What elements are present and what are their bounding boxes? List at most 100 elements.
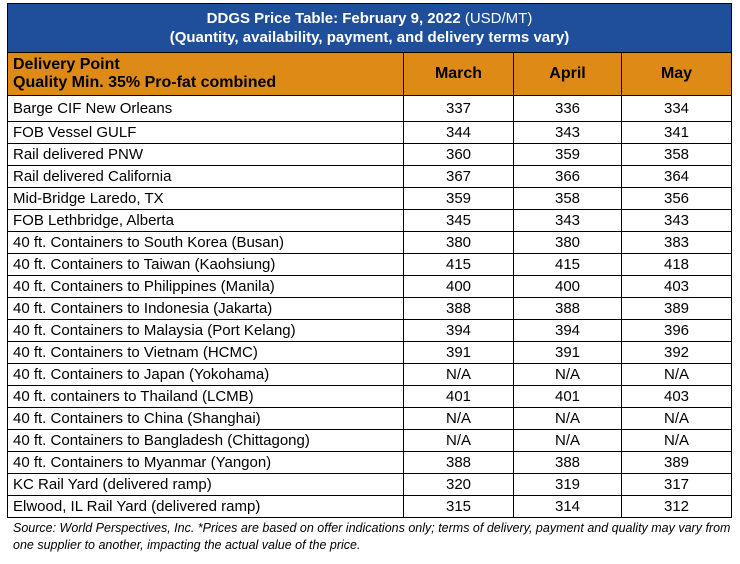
source-note: Source: World Perspectives, Inc. *Prices… — [13, 521, 731, 552]
may-price-cell: 389 — [620, 297, 733, 320]
delivery-point-cell: 40 ft. Containers to Myanmar (Yangon) — [7, 451, 404, 474]
delivery-point-cell: 40 ft. containers to Thailand (LCMB) — [7, 385, 404, 408]
april-price-cell: 415 — [513, 253, 622, 276]
delivery-point-cell: 40 ft. Containers to South Korea (Busan) — [7, 231, 404, 254]
header-quality: Quality Min. 35% Pro-fat combined — [13, 74, 277, 91]
table-row: FOB Vessel GULF 344 343 341 — [7, 121, 733, 144]
march-price-cell: 394 — [403, 319, 514, 342]
table-row: 40 ft. Containers to Vietnam (HCMC) 391 39… — [7, 341, 733, 364]
delivery-point-cell: 40 ft. Containers to Taiwan (Kaohsiung) — [7, 253, 404, 276]
delivery-point-cell: 40 ft. Containers to Philippines (Manila… — [7, 275, 404, 298]
delivery-point-cell: Barge CIF New Orleans — [7, 95, 404, 122]
may-price-cell: 383 — [620, 231, 733, 254]
april-price-cell: 358 — [513, 187, 622, 210]
march-price-cell: 388 — [403, 451, 514, 474]
may-price-cell: 403 — [620, 385, 733, 408]
march-price-cell: 415 — [403, 253, 514, 276]
march-price-cell: 359 — [403, 187, 514, 210]
table-row: 40 ft. Containers to Malaysia (Port Kela… — [7, 319, 733, 342]
may-price-cell: 317 — [620, 473, 733, 496]
april-price-cell: 366 — [513, 165, 622, 188]
title-row: DDGS Price Table: February 9, 2022 (USD/… — [6, 3, 733, 53]
april-price-cell: 394 — [513, 319, 622, 342]
march-price-cell: N/A — [403, 407, 514, 430]
march-price-cell: 344 — [403, 121, 514, 144]
column-header-delivery-point: Delivery Point Quality Min. 35% Pro-fat … — [7, 52, 404, 96]
may-price-cell: N/A — [620, 363, 733, 386]
march-price-cell: 360 — [403, 143, 514, 166]
march-price-cell: 345 — [403, 209, 514, 232]
table-row: KC Rail Yard (delivered ramp) 320 319 317 — [7, 473, 733, 496]
april-price-cell: 314 — [513, 495, 622, 518]
may-price-cell: 364 — [620, 165, 733, 188]
april-price-cell: 343 — [513, 121, 622, 144]
march-price-cell: N/A — [403, 429, 514, 452]
table-row: Elwood, IL Rail Yard (delivered ramp) 315… — [7, 495, 733, 518]
table-row: 40 ft. Containers to Japan (Yokohama) N/A… — [7, 363, 733, 386]
price-table-container: DDGS Price Table: February 9, 2022 (USD/… — [6, 3, 733, 554]
table-row: Barge CIF New Orleans 337 336 334 — [7, 95, 733, 122]
april-price-cell: 388 — [513, 451, 622, 474]
march-price-cell: 337 — [403, 95, 514, 122]
table-row: 40 ft. Containers to Taiwan (Kaohsiung) 4… — [7, 253, 733, 276]
delivery-point-cell: FOB Vessel GULF — [7, 121, 404, 144]
table-row: 40 ft. Containers to China (Shanghai) N/A… — [7, 407, 733, 430]
header-row: Delivery Point Quality Min. 35% Pro-fat … — [7, 52, 733, 96]
column-header-may: May — [620, 52, 733, 96]
march-price-cell: 391 — [403, 341, 514, 364]
april-price-cell: 336 — [513, 95, 622, 122]
march-price-cell: 380 — [403, 231, 514, 254]
april-price-cell: N/A — [513, 407, 622, 430]
table-row: 40 ft. Containers to Myanmar (Yangon) 388… — [7, 451, 733, 474]
april-price-cell: 401 — [513, 385, 622, 408]
delivery-point-cell: FOB Lethbridge, Alberta — [7, 209, 404, 232]
delivery-point-cell: 40 ft. Containers to China (Shanghai) — [7, 407, 404, 430]
delivery-point-cell: KC Rail Yard (delivered ramp) — [7, 473, 404, 496]
delivery-point-cell: 40 ft. Containers to Bangladesh (Chittag… — [7, 429, 404, 452]
march-price-cell: N/A — [403, 363, 514, 386]
delivery-point-cell: Rail delivered PNW — [7, 143, 404, 166]
may-price-cell: 334 — [620, 95, 733, 122]
table-row: Mid-Bridge Laredo, TX 359 358 356 — [7, 187, 733, 210]
table-row: 40 ft. Containers to Indonesia (Jakarta)… — [7, 297, 733, 320]
header-delivery-point: Delivery Point — [13, 56, 120, 73]
table-row: 40 ft. Containers to Bangladesh (Chittag… — [7, 429, 733, 452]
may-price-cell: 343 — [620, 209, 733, 232]
april-price-cell: 388 — [513, 297, 622, 320]
march-price-cell: 401 — [403, 385, 514, 408]
title-subtitle: (Quantity, availability, payment, and de… — [169, 29, 570, 46]
column-header-march: March — [403, 52, 514, 96]
may-price-cell: 341 — [620, 121, 733, 144]
may-price-cell: 396 — [620, 319, 733, 342]
table-row: Rail delivered PNW 360 359 358 — [7, 143, 733, 166]
title-unit: (USD/MT) — [464, 10, 533, 27]
april-price-cell: N/A — [513, 363, 622, 386]
may-price-cell: N/A — [620, 429, 733, 452]
april-price-cell: 359 — [513, 143, 622, 166]
table-row: 40 ft. containers to Thailand (LCMB) 401 4… — [7, 385, 733, 408]
delivery-point-cell: 40 ft. Containers to Indonesia (Jakarta) — [7, 297, 404, 320]
title-main: DDGS Price Table: February 9, 2022 — [206, 10, 461, 27]
delivery-point-cell: 40 ft. Containers to Vietnam (HCMC) — [7, 341, 404, 364]
may-price-cell: 418 — [620, 253, 733, 276]
price-table: DDGS Price Table: February 9, 2022 (USD/… — [6, 3, 733, 518]
table-row: 40 ft. Containers to South Korea (Busan)… — [7, 231, 733, 254]
april-price-cell: 391 — [513, 341, 622, 364]
may-price-cell: 312 — [620, 495, 733, 518]
delivery-point-cell: Elwood, IL Rail Yard (delivered ramp) — [7, 495, 404, 518]
delivery-point-cell: Rail delivered California — [7, 165, 404, 188]
march-price-cell: 367 — [403, 165, 514, 188]
may-price-cell: 392 — [620, 341, 733, 364]
april-price-cell: 343 — [513, 209, 622, 232]
table-row: FOB Lethbridge, Alberta 345 343 343 — [7, 209, 733, 232]
table-body: Barge CIF New Orleans 337 336 334 FOB Vessel… — [7, 95, 733, 518]
may-price-cell: 356 — [620, 187, 733, 210]
march-price-cell: 388 — [403, 297, 514, 320]
may-price-cell: N/A — [620, 407, 733, 430]
delivery-point-cell: 40 ft. Containers to Japan (Yokohama) — [7, 363, 404, 386]
may-price-cell: 389 — [620, 451, 733, 474]
april-price-cell: 319 — [513, 473, 622, 496]
delivery-point-cell: 40 ft. Containers to Malaysia (Port Kela… — [7, 319, 404, 342]
delivery-point-cell: Mid-Bridge Laredo, TX — [7, 187, 404, 210]
table-row: 40 ft. Containers to Philippines (Manila… — [7, 275, 733, 298]
